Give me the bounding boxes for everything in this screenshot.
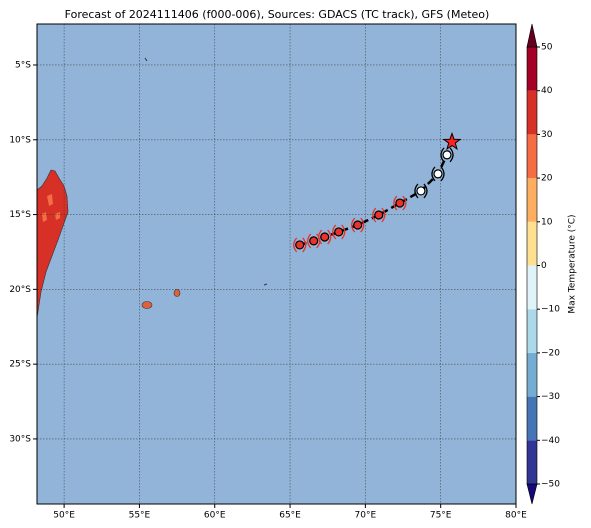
colorbar-label: Max Temperature (°C): [568, 214, 578, 313]
colorbar-tick-label: −50: [541, 480, 560, 490]
track-point: [353, 220, 363, 230]
x-tick-label: 55°E: [129, 511, 151, 521]
y-tick-label: 20°S: [9, 285, 31, 295]
track-point: [433, 169, 443, 179]
madagascar: [36, 169, 69, 319]
colorbar-band: [527, 221, 537, 266]
track-point-swirl: [318, 229, 332, 245]
colorbar-band: [527, 178, 537, 222]
colorbar-band: [527, 47, 537, 91]
y-tick-label: 5°S: [15, 60, 31, 70]
y-tick-label: 25°S: [9, 360, 31, 370]
colorbar-band: [527, 265, 537, 310]
x-tick-label: 75°E: [430, 511, 452, 521]
land-highlands: [42, 194, 60, 222]
x-tick-label: 65°E: [279, 511, 301, 521]
colorbar-band: [527, 134, 537, 179]
colorbar-tick-label: 50: [541, 43, 553, 53]
y-tick-label: 30°S: [9, 434, 31, 444]
colorbar-band: [527, 90, 537, 135]
colorbar-band: [527, 440, 537, 484]
colorbar-tick-label: 30: [541, 130, 553, 140]
reunion: [141, 301, 153, 309]
colorbar-tick-label: −20: [541, 348, 560, 358]
map-title: Forecast of 2024111406 (f000-006), Sourc…: [65, 8, 490, 21]
colorbar-tick-label: −40: [541, 436, 560, 446]
track-point: [442, 150, 452, 160]
track-point: [416, 186, 426, 196]
colorbar-tick-label: −30: [541, 392, 560, 402]
colorbar-under: [526, 483, 538, 505]
track-point-swirl: [332, 224, 346, 240]
track-point: [334, 227, 344, 237]
track-point: [295, 240, 305, 250]
islet: [263, 283, 268, 286]
colorbar-band: [527, 396, 537, 441]
x-tick-label: 70°E: [355, 511, 377, 521]
colorbar-tick-label: 40: [541, 86, 553, 96]
x-tick-label: 60°E: [204, 511, 226, 521]
colorbar-over: [526, 23, 538, 48]
track-point-swirl: [351, 217, 365, 233]
colorbar-band: [527, 309, 537, 353]
y-tick-label: 15°S: [9, 210, 31, 220]
map-area: [37, 24, 516, 504]
colorbar-tick-label: 0: [541, 261, 547, 271]
map-frame: [36, 23, 517, 505]
colorbar-band: [527, 352, 537, 397]
track-point-swirl: [440, 147, 454, 163]
mauritius: [173, 289, 181, 297]
x-tick-label: 50°E: [53, 511, 75, 521]
track-point-swirl: [393, 195, 407, 211]
track-point: [395, 198, 405, 208]
x-tick-label: 80°E: [505, 511, 527, 521]
track-point: [374, 210, 384, 220]
colorbar-tick-label: 20: [541, 174, 553, 184]
y-tick-label: 10°S: [9, 135, 31, 145]
track-point: [320, 232, 330, 242]
overlay: [37, 24, 517, 504]
colorbar-tick-label: −10: [541, 305, 560, 315]
track-point: [309, 236, 319, 246]
track-point-star: [442, 132, 462, 151]
islet: [144, 57, 148, 62]
track-point-swirl: [414, 183, 428, 199]
ocean: [37, 24, 516, 504]
land: [36, 57, 268, 319]
track-point-swirl: [293, 237, 307, 253]
colorbar-tick-label: 10: [541, 217, 553, 227]
track-point-swirl: [431, 166, 445, 182]
track-point-swirl: [372, 207, 386, 223]
